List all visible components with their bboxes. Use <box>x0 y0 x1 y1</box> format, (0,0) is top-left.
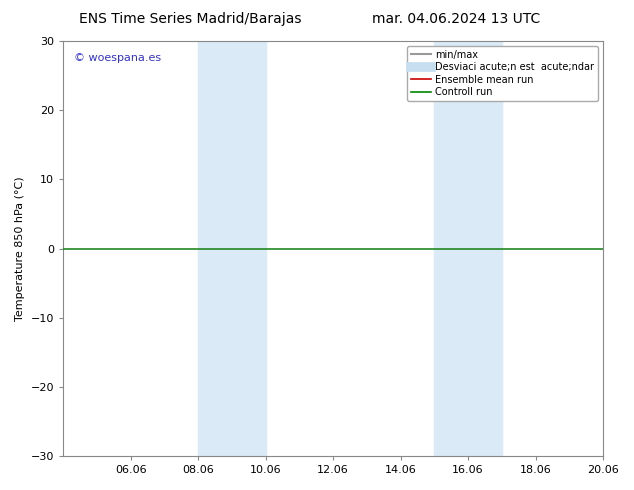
Text: ENS Time Series Madrid/Barajas: ENS Time Series Madrid/Barajas <box>79 12 301 26</box>
Text: mar. 04.06.2024 13 UTC: mar. 04.06.2024 13 UTC <box>372 12 541 26</box>
Bar <box>434 41 502 456</box>
Y-axis label: Temperature 850 hPa (°C): Temperature 850 hPa (°C) <box>15 176 25 321</box>
Bar <box>198 41 266 456</box>
Text: © woespana.es: © woespana.es <box>74 53 161 64</box>
Legend: min/max, Desviaci acute;n est  acute;ndar, Ensemble mean run, Controll run: min/max, Desviaci acute;n est acute;ndar… <box>407 46 598 101</box>
